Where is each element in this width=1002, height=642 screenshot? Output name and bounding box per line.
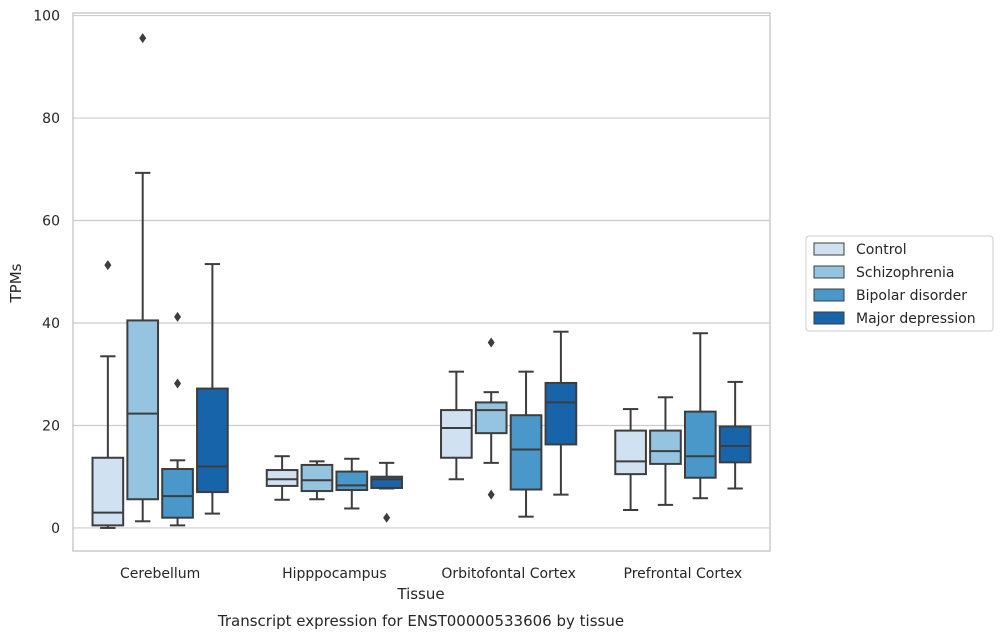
y-tick-label: 100 (33, 9, 60, 25)
box-group (161, 311, 194, 527)
outlier-point (104, 260, 112, 271)
outlier-point (174, 378, 182, 389)
y-tick-label: 0 (51, 521, 60, 537)
y-axis-label: TPMs (7, 263, 25, 303)
legend-swatch (813, 265, 845, 279)
box-group (440, 370, 473, 481)
box (440, 409, 473, 459)
x-tick-label: Cerebellum (120, 566, 200, 582)
chart-caption: Transcript expression for ENST0000053360… (217, 612, 624, 630)
x-axis-label: Tissue (396, 585, 444, 603)
box (614, 429, 647, 476)
box (474, 401, 508, 435)
box (649, 429, 682, 465)
x-tick-labels: Cerebellum Hipppocampus Orbitofontal Corte… (120, 566, 742, 582)
box (370, 475, 403, 489)
y-tick-label: 20 (42, 418, 60, 434)
outlier-point (487, 489, 495, 500)
gridlines (73, 14, 770, 529)
outlier-point (139, 33, 147, 44)
x-tick-label: Orbitofontal Cortex (441, 566, 576, 582)
y-tick-label: 80 (42, 111, 60, 127)
plot-frame (72, 12, 771, 552)
outlier-point (383, 512, 391, 523)
box-group (300, 460, 334, 501)
box-group (126, 33, 160, 523)
box (265, 469, 299, 487)
outlier-point (487, 337, 495, 348)
box-group (649, 396, 682, 506)
box (161, 468, 194, 519)
box (544, 381, 578, 446)
box-group (335, 457, 369, 510)
box (91, 456, 125, 527)
box (126, 319, 160, 501)
box (509, 414, 543, 491)
box-group (265, 455, 299, 501)
box-groups (91, 33, 752, 529)
legend-label: Major depression (856, 311, 976, 327)
y-tick-label: 40 (42, 316, 60, 332)
legend-swatch (813, 311, 845, 325)
box (683, 410, 717, 479)
box-group (509, 370, 543, 518)
box-group (683, 332, 717, 500)
legend-swatch (813, 288, 845, 302)
box (300, 463, 334, 493)
legend-label: Control (856, 242, 907, 258)
y-tick-labels: 0 20 40 60 80 100 (33, 9, 60, 537)
y-tick-label: 60 (42, 214, 60, 230)
legend-swatch (813, 242, 845, 256)
box-group (718, 380, 752, 490)
box (718, 425, 752, 464)
legend-label: Schizophrenia (856, 265, 954, 281)
box (335, 470, 369, 492)
box-group (196, 263, 229, 515)
legend-frame (805, 235, 994, 332)
box-group (614, 408, 647, 512)
outlier-point (174, 311, 182, 322)
x-tick-label: Hipppocampus (282, 566, 387, 582)
box-group (544, 330, 578, 496)
x-tick-label: Prefrontal Cortex (624, 566, 743, 582)
legend-label: Bipolar disorder (856, 288, 967, 304)
box (196, 387, 229, 494)
legend: Control Schizophrenia Bipolar disorder Majo… (805, 235, 994, 332)
box-group (91, 260, 125, 529)
box-group (474, 337, 508, 500)
box-group (370, 461, 403, 523)
